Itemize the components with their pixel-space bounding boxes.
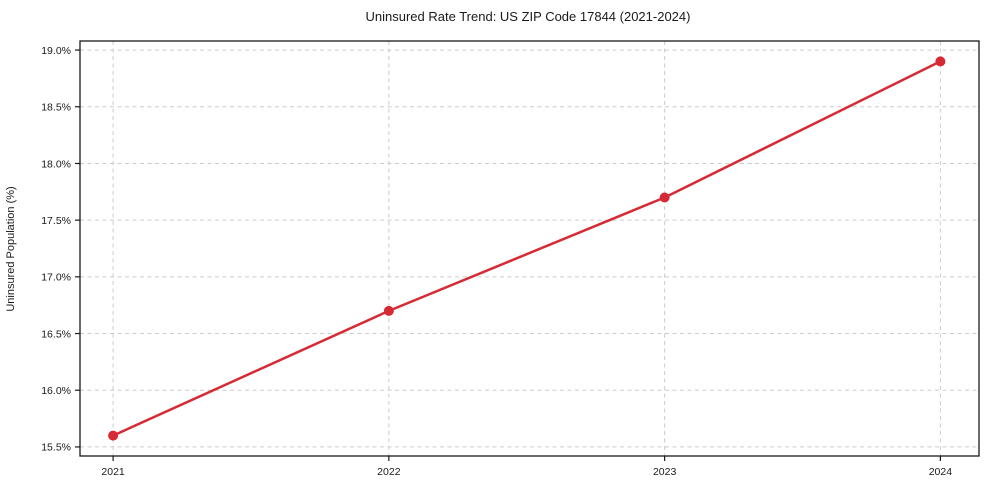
y-tick-label: 16.0% bbox=[41, 385, 71, 397]
x-tick-label: 2021 bbox=[101, 466, 125, 478]
gridlines bbox=[80, 41, 979, 456]
y-tick-label: 18.0% bbox=[41, 158, 71, 170]
chart-title: Uninsured Rate Trend: US ZIP Code 17844 … bbox=[366, 9, 691, 24]
data-point bbox=[935, 56, 946, 67]
data-point bbox=[383, 305, 394, 316]
x-axis-ticks: 2021 2022 2023 2024 bbox=[101, 456, 952, 478]
data-series bbox=[108, 56, 946, 441]
x-tick-label: 2022 bbox=[377, 466, 401, 478]
y-axis-ticks: 15.5% 16.0% 16.5% 17.0% 17.5% 18.0% 18.5% 19.0% bbox=[41, 45, 80, 454]
y-tick-label: 19.0% bbox=[41, 45, 71, 57]
y-axis-label: Uninsured Population (%) bbox=[5, 186, 17, 311]
x-tick-label: 2024 bbox=[929, 466, 953, 478]
y-tick-label: 16.5% bbox=[41, 328, 71, 340]
y-tick-label: 17.5% bbox=[41, 215, 71, 227]
plot-border bbox=[79, 40, 980, 457]
y-tick-label: 17.0% bbox=[41, 272, 71, 284]
trend-line bbox=[111, 60, 942, 437]
y-tick-label: 18.5% bbox=[41, 102, 71, 114]
data-point bbox=[659, 192, 670, 203]
x-tick-label: 2023 bbox=[653, 466, 677, 478]
data-point bbox=[108, 430, 119, 441]
y-tick-label: 15.5% bbox=[41, 442, 71, 454]
